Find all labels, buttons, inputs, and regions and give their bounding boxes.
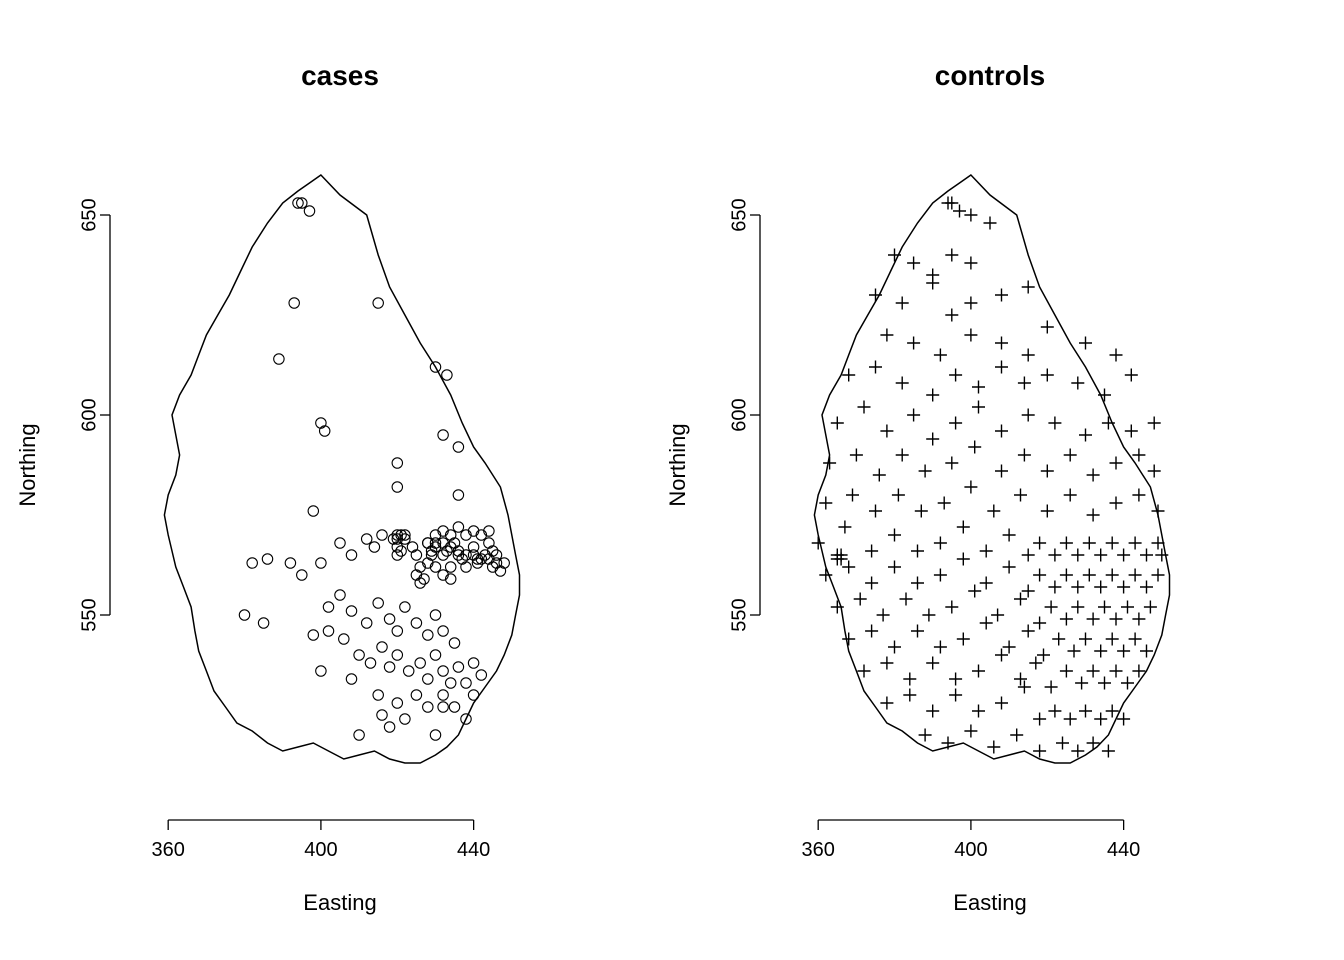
y-tick-label: 600 xyxy=(78,398,100,431)
x-axis-label: Easting xyxy=(953,890,1026,915)
region-boundary xyxy=(164,175,519,763)
y-tick-label: 600 xyxy=(728,398,750,431)
panel-controls: controls 360 400 440 Easting 550 600 650 Northin… xyxy=(665,60,1170,915)
points-controls xyxy=(812,197,1169,758)
panel-title: controls xyxy=(935,60,1045,91)
x-tick-label: 360 xyxy=(151,839,184,861)
y-axis-label: Northing xyxy=(665,423,690,506)
x-axis-label: Easting xyxy=(303,890,376,915)
y-tick-label: 550 xyxy=(728,598,750,631)
x-tick-label: 400 xyxy=(304,839,337,861)
points-cases xyxy=(239,198,509,740)
figure: cases360400440Easting550600650Northingco… xyxy=(0,0,1344,960)
x-tick-label: 440 xyxy=(457,839,490,861)
x-tick-label: 400 xyxy=(954,839,987,861)
dual-map-scatter: cases360400440Easting550600650Northingco… xyxy=(0,0,1344,960)
y-tick-label: 650 xyxy=(78,198,100,231)
x-tick-label: 440 xyxy=(1107,839,1140,861)
panel-title: cases xyxy=(301,60,379,91)
y-axis-label: Northing xyxy=(15,423,40,506)
x-tick-label: 360 xyxy=(801,839,834,861)
y-tick-label: 550 xyxy=(78,598,100,631)
y-tick-label: 650 xyxy=(728,198,750,231)
panel-cases: cases 360 400 440 Easting 550 600 650 Northing xyxy=(15,60,520,915)
